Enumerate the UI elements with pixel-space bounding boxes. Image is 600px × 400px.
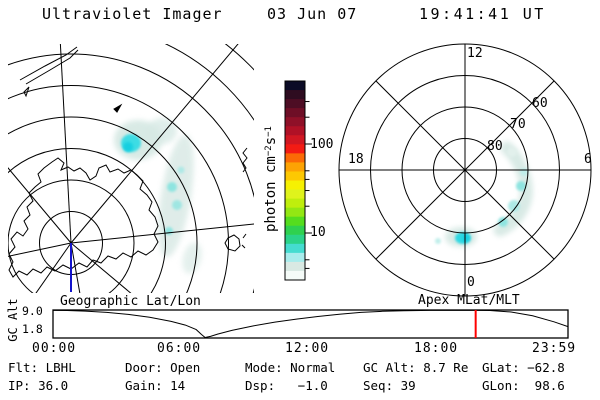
coastline xyxy=(8,46,248,278)
ytick-9: 9.0 xyxy=(22,304,43,318)
xtick-0000: 00:00 xyxy=(32,341,77,356)
status-glon: GLon: 98.6 xyxy=(482,378,565,393)
mlat-label-70: 70 xyxy=(510,117,526,132)
xtick-1200: 12:00 xyxy=(285,341,330,356)
status-gc-alt: GC Alt: 8.7 Re xyxy=(363,360,469,375)
colorbar-ticks xyxy=(305,101,312,269)
geo-map-caption: Geographic Lat/Lon xyxy=(60,294,201,309)
xtick-0600: 06:00 xyxy=(157,341,202,356)
mlat-label-60: 60 xyxy=(532,96,548,111)
mlat-label-80: 80 xyxy=(487,139,503,154)
unit-s: s xyxy=(263,136,279,146)
header-time: 19:41:41 UT xyxy=(419,5,546,23)
latitude-circles xyxy=(8,44,254,293)
header-date: 03 Jun 07 xyxy=(267,5,358,23)
unit-exp-2: −2 xyxy=(264,145,274,157)
timeline-frame xyxy=(52,309,569,339)
status-glat: GLat: −62.8 xyxy=(482,360,565,375)
status-door: Door: Open xyxy=(125,360,201,375)
apex-polar-plot xyxy=(338,43,592,297)
status-mode: Mode: Normal xyxy=(245,360,336,375)
mlt-label-0: 0 xyxy=(467,275,475,290)
colorbar xyxy=(284,80,312,281)
app-title: Ultraviolet Imager xyxy=(42,5,223,23)
mlt-spokes xyxy=(339,44,591,296)
timeline-ylabel: GC Alt xyxy=(6,298,20,342)
status-gain: Gain: 14 xyxy=(125,378,186,393)
ytick-1-8: 1.8 xyxy=(22,322,43,336)
colorbar-frame xyxy=(284,80,306,281)
mlt-label-6: 6 xyxy=(584,152,592,167)
mlt-label-12: 12 xyxy=(467,46,483,61)
status-seq: Seq: 39 xyxy=(363,378,416,393)
gc-alt-curve xyxy=(52,309,569,339)
apex-map-caption: Apex MLat/MLT xyxy=(418,293,520,308)
geographic-map xyxy=(8,44,254,293)
status-ip: IP: 36.0 xyxy=(8,378,69,393)
colorbar-bands xyxy=(285,81,305,281)
xtick-1800: 18:00 xyxy=(414,341,459,356)
colorbar-unit-label: photon cm−2s−1 xyxy=(263,104,279,254)
status-filter: Flt: LBHL xyxy=(8,360,76,375)
altitude-timeline xyxy=(52,309,569,339)
unit-prefix: photon cm xyxy=(263,156,279,232)
xtick-2359: 23:59 xyxy=(532,341,577,356)
status-dsp: Dsp: −1.0 xyxy=(245,378,328,393)
colorbar-tick-100: 100 xyxy=(310,137,334,152)
mlt-label-18: 18 xyxy=(348,152,364,167)
meridian-lines xyxy=(8,44,254,293)
unit-exp-1: −1 xyxy=(264,126,274,137)
colorbar-tick-10: 10 xyxy=(310,225,326,240)
